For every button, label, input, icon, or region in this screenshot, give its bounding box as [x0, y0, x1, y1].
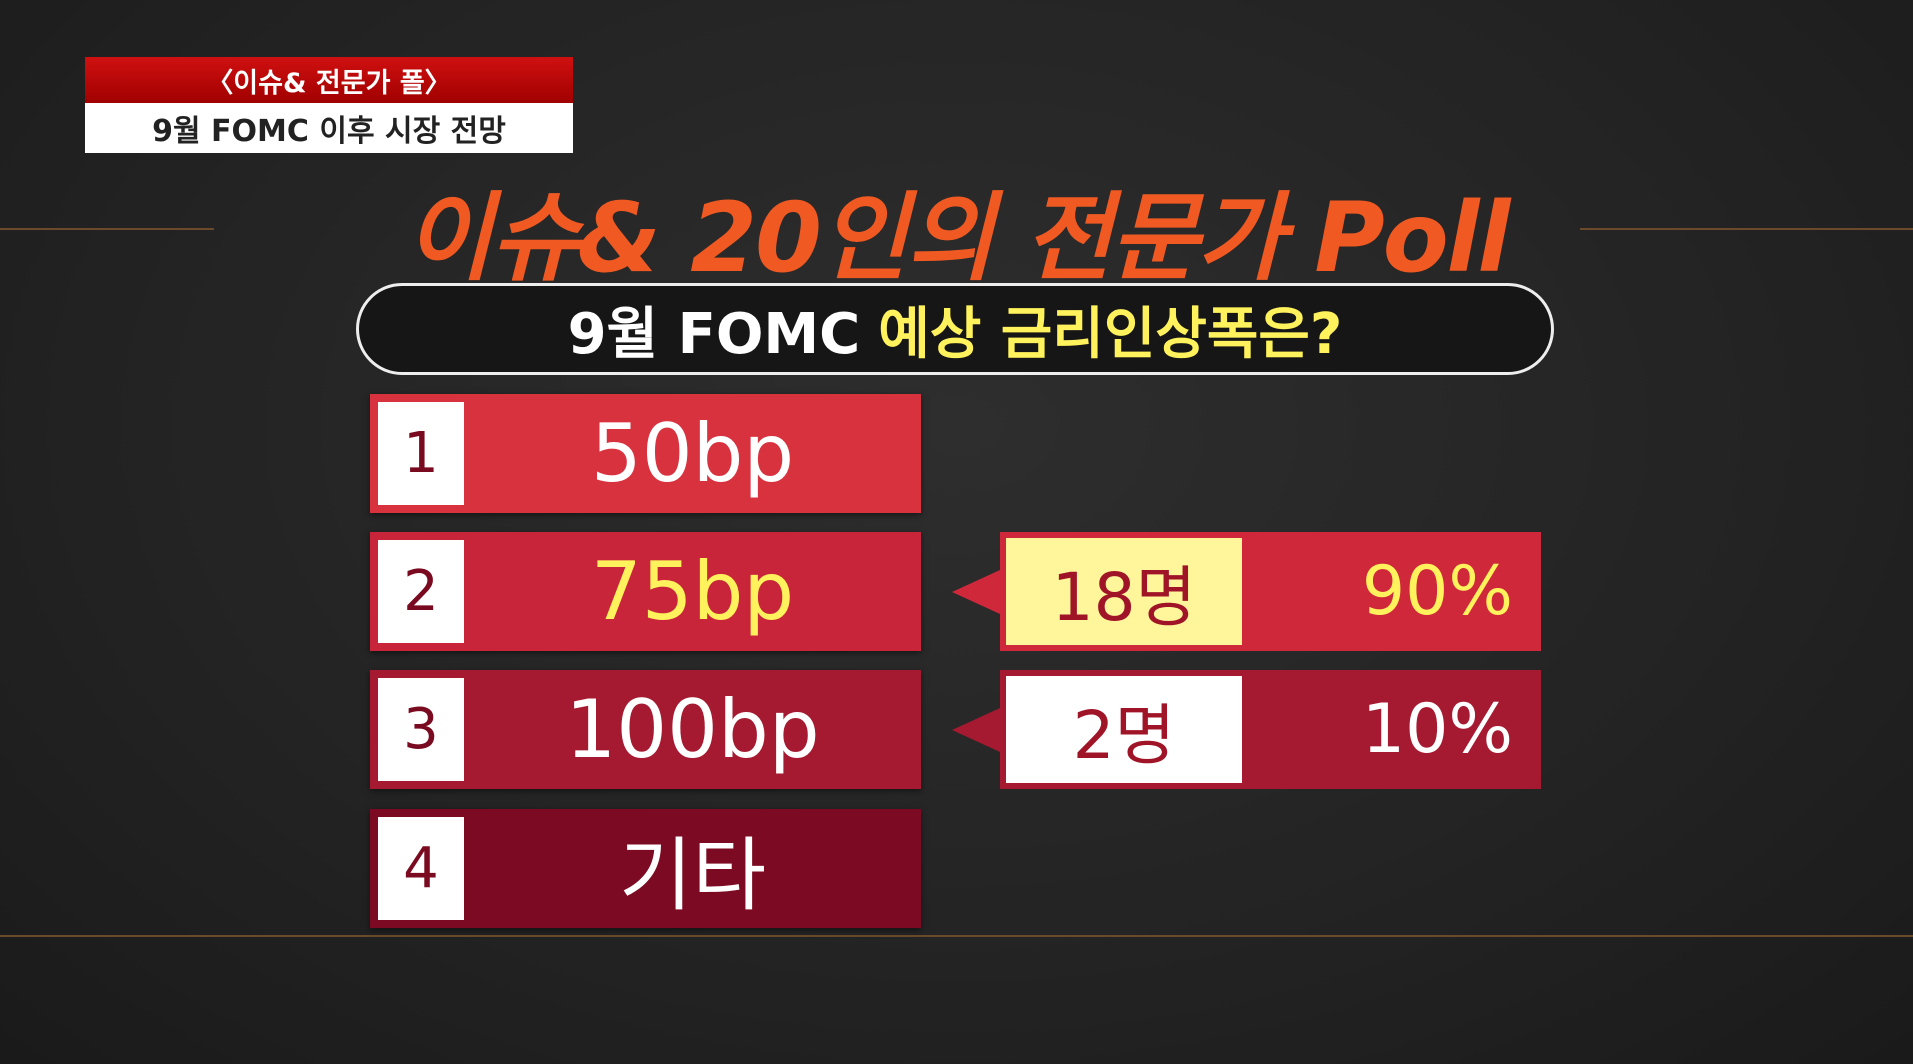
result-share: 10%	[1361, 690, 1513, 769]
option-row: 1 50bp	[370, 394, 921, 513]
option-label: 75bp	[590, 545, 795, 638]
option-number: 4	[378, 817, 464, 920]
option-row: 4 기타	[370, 809, 921, 928]
badge-top: 〈이슈& 전문가 폴〉	[85, 57, 573, 103]
option-number: 3	[378, 678, 464, 781]
divider	[1580, 228, 1913, 230]
result: 18명 90%	[1000, 532, 1541, 651]
question: 9월 FOMC 예상 금리인상폭은?	[356, 283, 1554, 375]
result-count: 2명	[1006, 676, 1242, 783]
option-label: 기타	[618, 828, 767, 922]
title: 이슈& 20인의 전문가 Poll	[404, 182, 1511, 294]
badge-bottom: 9월 FOMC 이후 시장 전망	[85, 103, 573, 153]
pointer	[952, 708, 1000, 752]
question-highlight: 예상 금리인상폭은?	[878, 301, 1343, 367]
option-label: 100bp	[565, 683, 820, 776]
result: 2명 10%	[1000, 670, 1541, 789]
option-row: 2 75bp	[370, 532, 921, 651]
divider	[0, 935, 1913, 937]
option-row: 3 100bp	[370, 670, 921, 789]
divider	[0, 228, 214, 230]
option-number: 2	[378, 540, 464, 643]
option-number: 1	[378, 402, 464, 505]
result-share: 90%	[1361, 552, 1513, 631]
result-count: 18명	[1006, 538, 1242, 645]
option-label: 50bp	[590, 407, 795, 500]
question-prefix: 9월 FOMC	[567, 301, 861, 367]
pointer	[952, 570, 1000, 614]
